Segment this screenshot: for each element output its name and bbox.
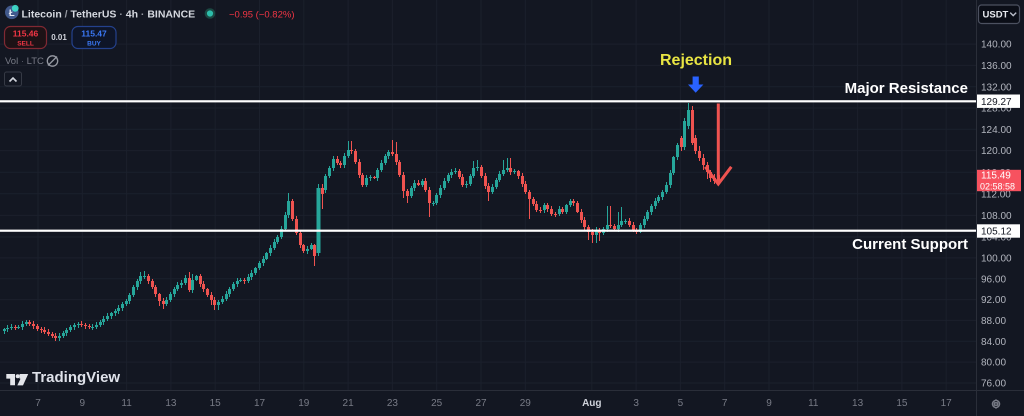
svg-text:108.00: 108.00	[981, 211, 1012, 222]
svg-text:19: 19	[298, 398, 310, 409]
svg-text:15: 15	[210, 398, 222, 409]
svg-text:11: 11	[808, 398, 819, 409]
svg-text:7: 7	[35, 398, 41, 409]
svg-text:115.49: 115.49	[981, 170, 1011, 181]
svg-text:Vol · LTC: Vol · LTC	[5, 56, 44, 67]
svg-text:105.12: 105.12	[981, 227, 1012, 238]
svg-text:Rejection: Rejection	[660, 52, 732, 69]
svg-text:132.00: 132.00	[981, 82, 1012, 93]
svg-text:Litecoin / TetherUS · 4h · BIN: Litecoin / TetherUS · 4h · BINANCE	[22, 9, 196, 21]
svg-text:13: 13	[165, 398, 177, 409]
svg-text:15: 15	[896, 398, 908, 409]
svg-text:129.27: 129.27	[981, 97, 1012, 108]
svg-text:Ł: Ł	[9, 8, 15, 19]
svg-text:80.00: 80.00	[981, 358, 1006, 369]
svg-text:0.01: 0.01	[51, 33, 67, 42]
svg-text:27: 27	[475, 398, 487, 409]
svg-text:104.00: 104.00	[981, 233, 1012, 244]
svg-text:USDT: USDT	[983, 9, 1009, 20]
svg-text:92.00: 92.00	[981, 295, 1006, 306]
svg-text:9: 9	[766, 398, 772, 409]
svg-text:115.46: 115.46	[13, 29, 39, 39]
svg-text:124.00: 124.00	[981, 125, 1012, 136]
svg-text:140.00: 140.00	[981, 40, 1012, 51]
svg-text:11: 11	[121, 398, 132, 409]
svg-text:21: 21	[343, 398, 355, 409]
svg-text:29: 29	[520, 398, 532, 409]
svg-text:100.00: 100.00	[981, 254, 1012, 265]
svg-text:120.00: 120.00	[981, 146, 1012, 157]
svg-text:17: 17	[254, 398, 266, 409]
svg-text:13: 13	[852, 398, 864, 409]
svg-text:9: 9	[80, 398, 86, 409]
svg-text:17: 17	[941, 398, 953, 409]
svg-text:7: 7	[722, 398, 728, 409]
svg-text:84.00: 84.00	[981, 337, 1006, 348]
svg-text:Aug: Aug	[582, 398, 601, 409]
svg-text:23: 23	[387, 398, 399, 409]
svg-text:115.47: 115.47	[81, 29, 107, 39]
svg-text:76.00: 76.00	[981, 379, 1006, 390]
svg-text:Current Support: Current Support	[852, 236, 968, 253]
svg-text:88.00: 88.00	[981, 316, 1006, 327]
svg-text:3: 3	[633, 398, 639, 409]
svg-text:−0.95 (−0.82%): −0.95 (−0.82%)	[229, 10, 295, 21]
svg-text:02:58:58: 02:58:58	[980, 182, 1015, 192]
svg-text:136.00: 136.00	[981, 61, 1012, 72]
svg-text:112.00: 112.00	[981, 189, 1011, 200]
svg-text:5: 5	[678, 398, 684, 409]
svg-text:BUY: BUY	[87, 41, 101, 48]
svg-text:TradingView: TradingView	[32, 369, 120, 386]
svg-text:Major Resistance: Major Resistance	[845, 80, 968, 97]
svg-text:SELL: SELL	[17, 41, 34, 48]
svg-text:25: 25	[431, 398, 443, 409]
svg-text:128.00: 128.00	[981, 104, 1012, 115]
svg-text:96.00: 96.00	[981, 274, 1006, 285]
